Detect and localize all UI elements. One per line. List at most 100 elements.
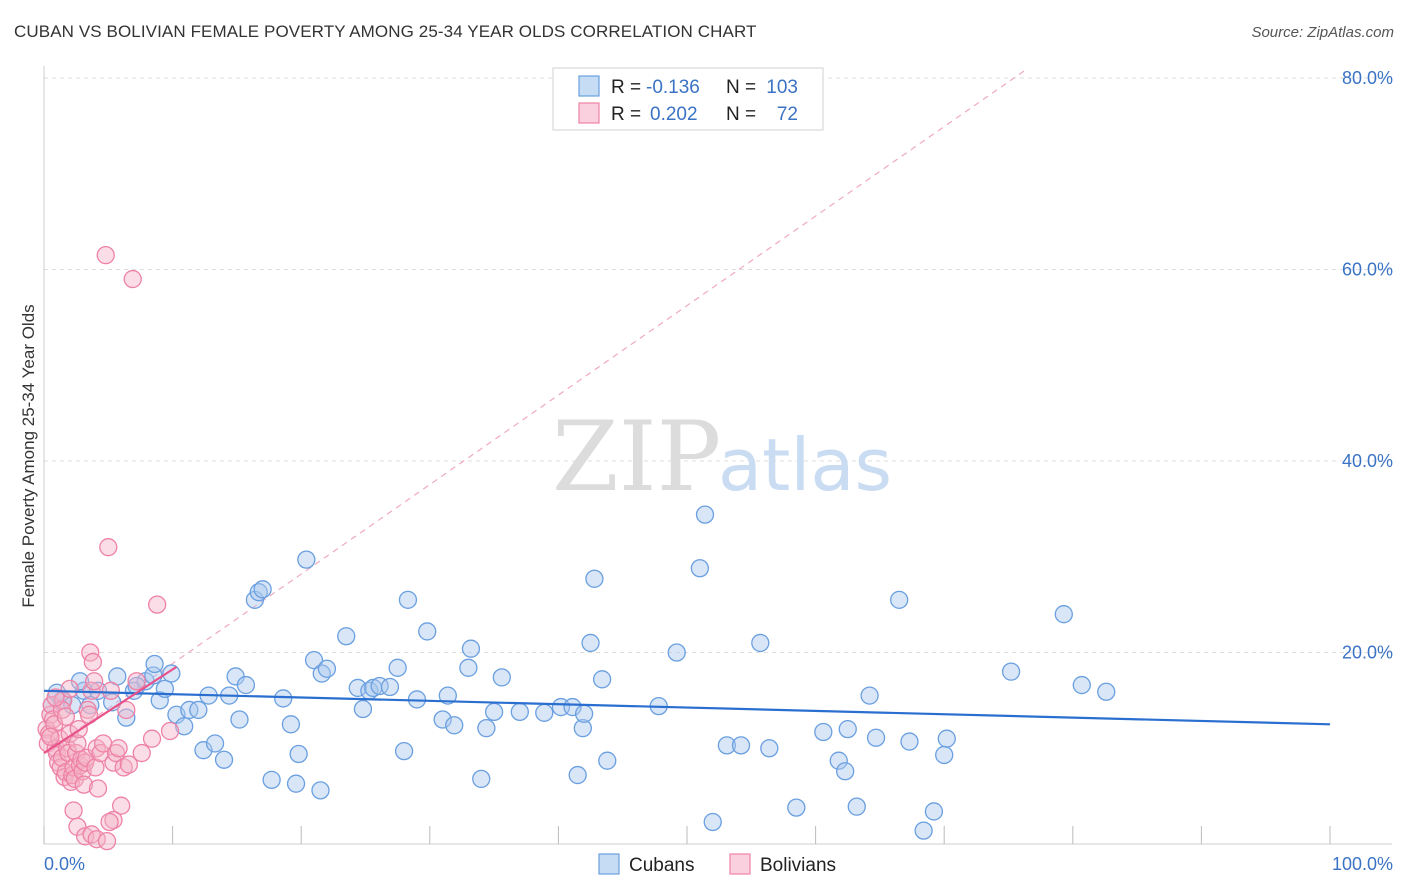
point-cubans: [433, 710, 452, 729]
point-cubans: [847, 797, 866, 816]
bottom-legend: Cubans Bolivians: [598, 853, 836, 876]
point-cubans: [289, 744, 308, 764]
point-bolivians: [74, 775, 94, 794]
point-cubans: [695, 505, 715, 524]
point-cubans: [81, 696, 100, 715]
point-bolivians: [106, 743, 126, 763]
point-cubans: [568, 765, 587, 785]
point-cubans: [418, 622, 437, 641]
point-bolivians: [68, 817, 87, 836]
point-cubans: [461, 639, 481, 658]
legend-swatch-bolivians: [578, 102, 600, 124]
axes: [43, 66, 1392, 845]
point-bolivians: [132, 743, 151, 763]
point-cubans: [438, 686, 457, 705]
chart-title: CUBAN VS BOLIVIAN FEMALE POVERTY AMONG 2…: [14, 22, 757, 41]
point-cubans: [731, 736, 751, 755]
point-cubans: [337, 627, 356, 646]
point-cubans: [1001, 662, 1021, 681]
point-cubans: [205, 734, 225, 753]
x-tick-label: 100.0%: [1332, 854, 1393, 874]
point-bolivians: [83, 652, 103, 672]
point-bolivians: [101, 681, 121, 700]
legend-box: R = -0.136 N = 103 R = 0.202 N = 72: [552, 67, 824, 131]
point-bolivians: [117, 700, 136, 720]
point-bolivians: [160, 721, 180, 741]
bottom-legend-swatch-cubans: [598, 853, 620, 875]
point-cubans: [297, 550, 316, 569]
point-cubans: [348, 678, 367, 698]
point-cubans: [814, 722, 833, 742]
y-axis-label: Female Poverty Among 25-34 Year Olds: [19, 304, 38, 607]
point-cubans: [230, 710, 249, 729]
point-cubans: [760, 739, 779, 758]
y-tick-label: 60.0%: [1342, 260, 1393, 280]
point-cubans: [459, 658, 478, 677]
point-cubans: [563, 697, 582, 717]
point-bolivians: [41, 705, 60, 724]
point-cubans: [937, 729, 956, 748]
point-cubans: [860, 686, 879, 705]
x-tick-label: 0.0%: [44, 854, 85, 874]
point-cubans: [394, 741, 414, 761]
point-cubans: [145, 654, 164, 674]
point-cubans: [317, 659, 337, 678]
point-cubans: [690, 559, 710, 578]
watermark-atlas: atlas: [718, 423, 892, 507]
point-cubans: [890, 590, 909, 609]
point-cubans: [914, 821, 933, 840]
tick-labels: 20.0% 40.0% 60.0% 80.0% 0.0% 100.0%: [44, 68, 1393, 874]
point-cubans: [667, 643, 686, 662]
point-cubans: [838, 719, 857, 739]
point-bolivians: [99, 538, 118, 557]
bottom-legend-cubans: Cubans: [629, 855, 695, 876]
point-cubans: [117, 708, 136, 727]
point-bolivians: [88, 779, 108, 798]
point-bolivians: [97, 831, 117, 851]
y-tick-label: 40.0%: [1342, 451, 1393, 471]
trend-line-cubans: [43, 689, 1331, 726]
point-bolivians: [142, 729, 162, 748]
point-bolivians: [114, 758, 133, 777]
legend-n-cubans: 103: [766, 77, 798, 98]
point-cubans: [836, 762, 855, 781]
trend-extensions: [43, 67, 1029, 754]
legend-r-cubans: -0.136: [646, 77, 700, 98]
point-cubans: [1097, 682, 1116, 701]
point-cubans: [703, 812, 722, 832]
point-cubans: [194, 741, 213, 760]
point-cubans: [311, 781, 330, 800]
point-bolivians: [127, 672, 146, 691]
point-bolivians: [86, 758, 105, 777]
point-bolivians: [41, 727, 60, 746]
point-bolivians: [123, 269, 142, 289]
point-cubans: [717, 736, 737, 755]
point-cubans: [598, 751, 617, 770]
watermark: ZIP atlas: [552, 401, 892, 513]
point-cubans: [592, 670, 612, 689]
point-cubans: [1054, 605, 1073, 624]
point-cubans: [380, 677, 400, 697]
point-cubans: [866, 728, 886, 747]
point-cubans: [924, 802, 944, 821]
point-cubans: [175, 717, 194, 736]
point-cubans: [214, 750, 234, 769]
point-cubans: [88, 681, 108, 700]
trend-lines: [43, 665, 1331, 754]
point-cubans: [236, 675, 256, 695]
point-bolivians: [96, 245, 115, 265]
point-cubans: [585, 569, 604, 588]
grid-lines: [44, 77, 1392, 653]
trend-extension-bolivians: [43, 67, 1029, 754]
point-cubans: [574, 704, 594, 723]
point-cubans: [829, 751, 848, 770]
point-cubans: [900, 732, 919, 751]
legend-r-label: R =: [611, 77, 641, 98]
point-bolivians: [119, 755, 139, 774]
point-cubans: [535, 703, 554, 722]
point-cubans: [189, 700, 208, 720]
point-bolivians: [65, 769, 85, 789]
point-cubans: [935, 745, 954, 765]
point-bolivians: [100, 812, 119, 832]
point-cubans: [286, 774, 306, 793]
